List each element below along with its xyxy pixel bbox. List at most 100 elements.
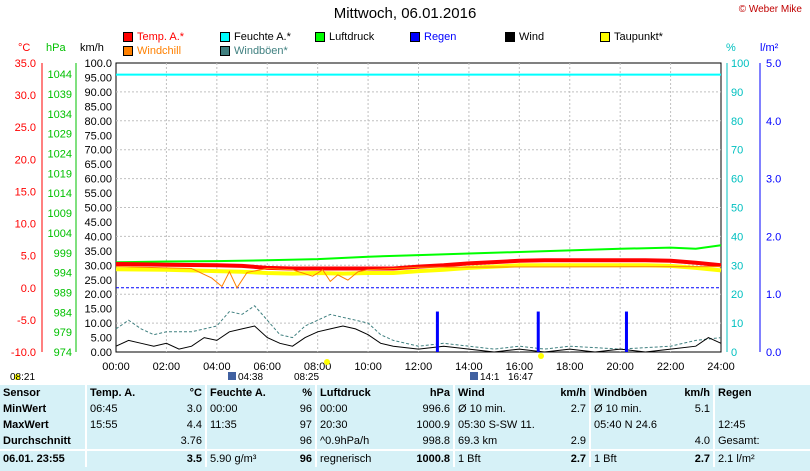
tick-wind: 45.00 (84, 217, 112, 229)
tick-pressure: 984 (54, 307, 72, 319)
stats-cell: 96 (276, 449, 316, 467)
stats-cell: 998.8 (422, 435, 450, 447)
tick-temp: 25.0 (15, 122, 36, 134)
tick-temp: -5.0 (17, 315, 36, 327)
legend-label: Wind (519, 31, 545, 43)
tick-x: 22:00 (657, 361, 685, 373)
stats-cell: 97 (299, 419, 312, 431)
legend-label: Feuchte A.* (234, 31, 291, 43)
stats-cell (589, 433, 664, 450)
tick-wind: 70.00 (84, 145, 112, 157)
stats-cell: 06:45 (85, 401, 152, 417)
stats-cell: Sensor (3, 387, 41, 399)
stats-cell: 1000.9 (416, 419, 450, 431)
legend-item-6: Windchill (123, 45, 181, 57)
tick-x: 10:00 (354, 361, 382, 373)
stats-cell: MinWert (3, 403, 47, 415)
sunset-time: 16:47 (508, 372, 534, 383)
legend-label: Taupunkt* (614, 31, 663, 43)
stats-table: Sensor Temp. A. °C Feuchte A.% Luftdruck hPa W… (0, 385, 810, 471)
tick-wind: 40.00 (84, 231, 112, 243)
stats-row: 06.01. 23:55 3.5 5.90 g/m³ 96 regnerisch 1000… (0, 449, 810, 467)
sun-marker-0 (14, 374, 20, 380)
tick-pressure: 999 (54, 248, 72, 260)
tick-wind: 90.00 (84, 87, 112, 99)
sun-marker-2 (324, 359, 330, 365)
legend-item-4: Wind (505, 31, 544, 43)
stats-cell: 00:00 (315, 401, 390, 417)
tick-pressure: 1034 (48, 109, 72, 121)
legend-item-1: Feuchte A.* (220, 31, 291, 43)
stats-row: MaxWert 15:55 4.4 11:35 97 20:30 1000.9 05:30 S… (0, 417, 810, 433)
stats-cell: 2.9 (570, 435, 586, 447)
stats-cell: 06.01. 23:55 (0, 449, 86, 467)
stats-cell: 12:45 (713, 417, 790, 433)
tick-pressure: 1024 (48, 149, 72, 161)
tick-wind: 75.00 (84, 130, 112, 142)
tick-pressure: 994 (54, 268, 72, 280)
tick-temp: 20.0 (15, 154, 36, 166)
tick-humidity: 40 (731, 231, 743, 243)
tick-temp: 30.0 (15, 90, 36, 102)
unit-wind: km/h (80, 42, 104, 54)
stats-cell: 2.7 (534, 449, 590, 467)
tick-pressure: 1019 (48, 168, 72, 180)
tick-x: 00:00 (102, 361, 130, 373)
stats-cell (85, 433, 152, 450)
stats-cell: km/h (560, 387, 586, 399)
tick-wind: 85.00 (84, 101, 112, 113)
stats-cell: 96 (299, 435, 312, 447)
stats-cell: 0.7 (790, 417, 810, 433)
legend-swatch (600, 32, 610, 42)
tick-wind: 35.00 (84, 246, 112, 258)
stats-cell (790, 401, 810, 417)
stats-cell: 1 Bft (589, 449, 664, 467)
tick-humidity: 10 (731, 318, 743, 330)
tick-temp: 0.0 (21, 283, 36, 295)
stats-cell: MaxWert (3, 419, 49, 431)
stats-cell: 1000.8 (390, 449, 454, 467)
stats-cell: ^0.9hPa/h (315, 433, 390, 450)
stats-cell: 0.0 (790, 449, 810, 467)
stats-cell (664, 417, 714, 433)
legend-item-5: Taupunkt* (600, 31, 663, 43)
legend-item-3: Regen (410, 31, 456, 43)
stats-cell: 3.76 (180, 435, 202, 447)
legend-label: Temp. A.* (137, 31, 185, 43)
stats-cell (534, 417, 590, 433)
tick-wind: 55.00 (84, 188, 112, 200)
stats-cell: 5.90 g/m³ (205, 449, 276, 467)
tick-rain: 0.0 (766, 347, 781, 359)
tick-x: 06:00 (253, 361, 281, 373)
stats-cell: 5.1 (694, 403, 710, 415)
series-wind (115, 325, 722, 353)
legend-swatch (410, 32, 420, 42)
stats-cell: Windböen (589, 385, 664, 401)
stats-cell: 996.6 (422, 403, 450, 415)
tick-wind: 100.0 (84, 58, 112, 70)
stats-cell: 2.7 (570, 403, 586, 415)
legend-swatch (123, 46, 133, 56)
stats-cell: 2.7 (664, 449, 714, 467)
stats-cell: 15:55 (85, 417, 152, 433)
tick-pressure: 1004 (48, 228, 72, 240)
stats-cell: 05:30 S-SW 11.5 (453, 417, 534, 433)
legend-item-2: Luftdruck (315, 31, 374, 43)
legend-swatch (220, 32, 230, 42)
tick-x: 18:00 (556, 361, 584, 373)
tick-x: 12:00 (405, 361, 433, 373)
sun-marker-4 (538, 353, 544, 359)
tick-pressure: 1009 (48, 208, 72, 220)
stats-cell: regnerisch (315, 449, 390, 467)
tick-humidity: 60 (731, 174, 743, 186)
tick-wind: 80.00 (84, 116, 112, 128)
tick-wind: 10.00 (84, 318, 112, 330)
tick-rain: 1.0 (766, 289, 781, 301)
tick-wind: 5.00 (91, 333, 112, 345)
rain-bar-0 (435, 311, 439, 352)
tick-x: 14:00 (455, 361, 483, 373)
stats-cell: 2.1 l/m² (713, 449, 790, 467)
stats-cell: km/h (684, 387, 710, 399)
stats-cell: 3.0 (186, 403, 202, 415)
moon-icon (228, 372, 236, 380)
